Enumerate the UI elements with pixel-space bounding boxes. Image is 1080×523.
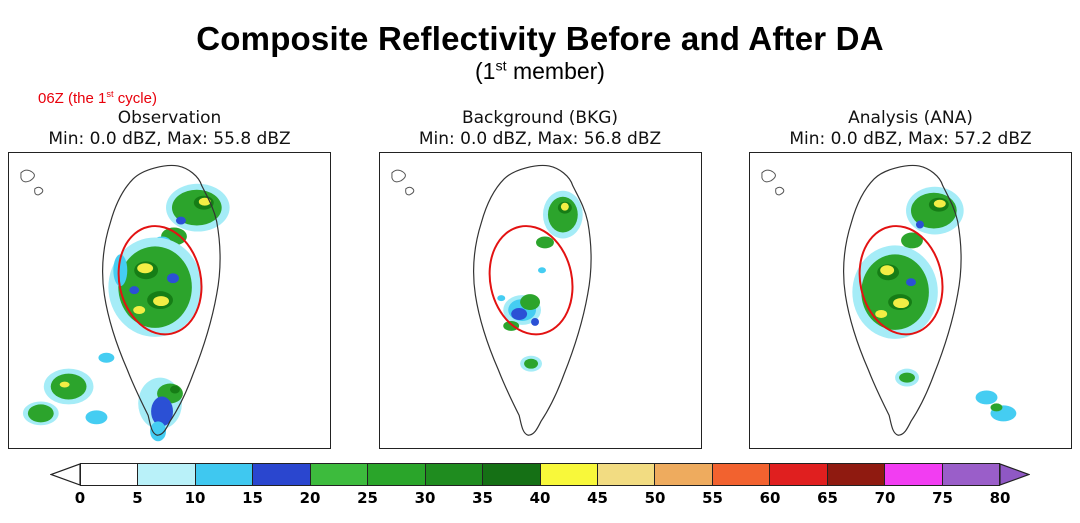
colorbar-tick-label: 5: [132, 488, 143, 507]
annotation-suffix: cycle): [113, 90, 157, 107]
map-box: [378, 151, 702, 449]
colorbar-segment: [252, 463, 310, 485]
taiwan-outline: [843, 164, 962, 436]
panel-title: Background (BKG): [461, 107, 619, 128]
panel-title: Observation: [117, 107, 222, 128]
panel-header: Background (BKG) Min: 0.0 dBZ, Max: 56.8…: [379, 108, 702, 150]
colorbar-segment: [367, 463, 425, 485]
taiwan-outline: [102, 164, 221, 436]
panel-background: Background (BKG) Min: 0.0 dBZ, Max: 56.8…: [378, 108, 702, 449]
colorbar-segment: [711, 463, 770, 485]
highlight-ellipse: [117, 224, 203, 336]
colorbar-tick-label: 35: [472, 488, 493, 507]
colorbar-segment: [884, 463, 942, 485]
reflectivity-blobs: [22, 183, 230, 441]
subtitle-suffix: member): [506, 57, 605, 84]
map-background: [390, 164, 592, 436]
subtitle-superscript: st: [495, 58, 507, 75]
map-box: [8, 151, 331, 449]
colorbar-tick-label: 20: [299, 488, 321, 507]
colorbar-tick-label: 10: [184, 488, 206, 507]
colorbar-segment: [309, 463, 368, 485]
colorbar-bar: [50, 462, 1030, 486]
colorbar-tick-label: 40: [529, 488, 551, 507]
colorbar-segment: [539, 463, 597, 485]
panel-header: Analysis (ANA) Min: 0.0 dBZ, Max: 57.2 d…: [749, 108, 1072, 150]
panel-stats: Min: 0.0 dBZ, Max: 56.8 dBZ: [418, 128, 662, 149]
colorbar-tick-label: 55: [702, 488, 723, 507]
offshore-islets: [761, 169, 785, 196]
colorbar-segment: [424, 463, 483, 485]
colorbar-tick-label: 70: [874, 488, 896, 507]
colorbar-segment: [194, 463, 253, 485]
colorbar-segment: [654, 463, 712, 485]
colorbar-ticks: 0 5 10 15 20 25 30 35 40 45 50 55 60 65 70 75 80: [75, 488, 1011, 509]
reflectivity-blobs: [852, 186, 1017, 422]
panel-stats: Min: 0.0 dBZ, Max: 55.8 dBZ: [48, 128, 291, 149]
colorbar-tick-label: 50: [644, 488, 666, 507]
colorbar-segment: [81, 463, 138, 485]
panel-observation: Observation Min: 0.0 dBZ, Max: 55.8 dBZ: [8, 108, 331, 449]
colorbar-segment: [137, 463, 195, 485]
taiwan-outline: [472, 164, 592, 436]
reflectivity-blobs: [496, 190, 583, 372]
colorbar-tick-label: 0: [74, 488, 86, 507]
cycle-annotation: 06Z (the 1st cycle): [38, 89, 157, 107]
colorbar-segment: [941, 463, 999, 485]
panel-stats: Min: 0.0 dBZ, Max: 57.2 dBZ: [789, 128, 1032, 149]
colorbar-tick-label: 75: [932, 488, 953, 507]
panel-header: Observation Min: 0.0 dBZ, Max: 55.8 dBZ: [8, 108, 331, 150]
colorbar: 0 5 10 15 20 25 30 35 40 45 50 55 60 65 70 75 80: [50, 462, 1030, 509]
map-box: [749, 151, 1072, 449]
map-analysis: [761, 164, 1017, 436]
panel-title: Analysis (ANA): [848, 107, 973, 128]
highlight-ellipse: [488, 224, 573, 336]
colorbar-tick-label: 15: [242, 488, 263, 507]
colorbar-segment: [769, 463, 827, 485]
header: Composite Reflectivity Before and After …: [0, 0, 1080, 86]
colorbar-over-arrow: [1000, 463, 1030, 486]
colorbar-segment: [482, 463, 540, 485]
highlight-ellipse: [858, 224, 944, 336]
colorbar-tick-label: 30: [414, 488, 436, 507]
colorbar-tick-label: 60: [759, 488, 781, 507]
map-observation: [20, 164, 230, 441]
slide-subtitle: (1st member): [0, 58, 1080, 86]
colorbar-tick-label: 25: [357, 488, 378, 507]
panels-row: Observation Min: 0.0 dBZ, Max: 55.8 dBZ: [0, 108, 1080, 449]
colorbar-segments: [80, 462, 1000, 486]
colorbar-segment: [826, 463, 885, 485]
colorbar-tick-label: 65: [817, 488, 838, 507]
colorbar-under-arrow: [50, 463, 80, 486]
subtitle-prefix: (1: [475, 57, 496, 84]
offshore-islets: [20, 169, 44, 196]
colorbar-tick-label: 80: [989, 488, 1011, 507]
panel-analysis: Analysis (ANA) Min: 0.0 dBZ, Max: 57.2 d…: [749, 108, 1072, 449]
annotation-superscript: st: [106, 89, 114, 99]
annotation-prefix: 06Z (the 1: [38, 90, 107, 107]
slide-title: Composite Reflectivity Before and After …: [196, 20, 884, 57]
colorbar-segment: [596, 463, 655, 485]
offshore-islets: [390, 169, 414, 196]
colorbar-tick-label: 45: [587, 488, 608, 507]
